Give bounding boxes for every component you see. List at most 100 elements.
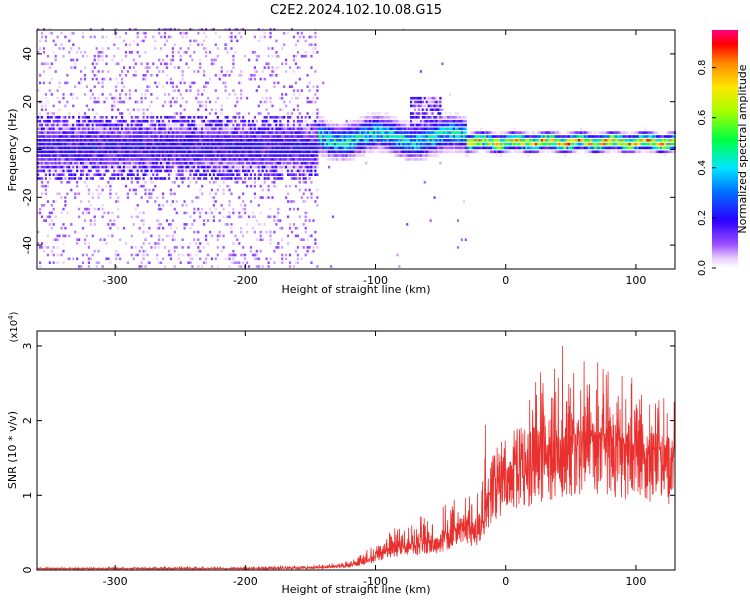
heatmap-cell xyxy=(50,139,53,142)
heatmap-cell xyxy=(249,173,253,176)
heatmap-cell xyxy=(156,165,159,169)
heatmap-cell xyxy=(488,146,491,150)
heatmap-cell xyxy=(109,135,112,138)
heatmap-cell xyxy=(210,127,213,131)
heatmap-cell xyxy=(165,150,169,154)
heatmap-cell xyxy=(99,142,102,146)
heatmap-cell xyxy=(337,127,340,131)
heatmap-cell xyxy=(273,127,276,131)
heatmap-cell xyxy=(255,253,258,257)
heatmap-cell xyxy=(357,127,360,131)
heatmap-cell xyxy=(183,127,186,131)
heatmap-cell xyxy=(52,135,55,138)
heatmap-cell xyxy=(189,116,192,119)
heatmap-cell xyxy=(294,135,297,138)
heatmap-cell xyxy=(74,165,77,169)
heatmap-cell xyxy=(261,161,264,165)
heatmap-cell xyxy=(372,135,376,138)
heatmap-cell xyxy=(371,123,374,127)
heatmap-cell xyxy=(183,119,186,123)
heatmap-cell xyxy=(316,135,319,138)
heatmap-cell xyxy=(87,135,90,138)
heatmap-cell xyxy=(167,234,171,238)
heatmap-cell xyxy=(201,123,204,127)
heatmap-cell xyxy=(642,139,645,142)
heatmap-cell xyxy=(294,146,297,150)
heatmap-cell xyxy=(203,119,206,123)
heatmap-cell xyxy=(214,131,217,134)
heatmap-cell xyxy=(113,43,116,46)
heatmap-cell xyxy=(50,131,53,134)
heatmap-cell xyxy=(587,150,590,154)
heatmap-cell xyxy=(158,154,161,157)
heatmap-cell xyxy=(54,135,57,138)
heatmap-cell xyxy=(249,161,253,165)
heatmap-cell xyxy=(179,135,182,138)
heatmap-cell xyxy=(367,146,370,150)
heatmap-cell xyxy=(50,249,53,253)
heatmap-cell xyxy=(456,139,460,142)
heatmap-cell xyxy=(185,139,188,142)
heatmap-cell xyxy=(230,35,233,39)
heatmap-cell xyxy=(117,108,120,111)
heatmap-cell xyxy=(91,123,94,127)
heatmap-cell xyxy=(78,112,81,115)
heatmap-cell xyxy=(107,211,110,215)
heatmap-cell xyxy=(60,142,63,146)
heatmap-cell xyxy=(191,200,194,203)
heatmap-cell xyxy=(455,135,458,138)
heatmap-cell xyxy=(179,154,182,157)
heatmap-cell xyxy=(538,139,542,142)
heatmap-cell xyxy=(247,142,251,146)
heatmap-cell xyxy=(199,188,202,192)
heatmap-cell xyxy=(128,146,131,150)
heatmap-cell xyxy=(165,169,169,173)
heatmap-cell xyxy=(279,123,282,127)
heatmap-cell xyxy=(316,96,319,100)
heatmap-cell xyxy=(392,135,395,138)
heatmap-cell xyxy=(273,158,276,161)
heatmap-cell xyxy=(253,173,256,176)
heatmap-cell xyxy=(296,119,299,123)
heatmap-cell xyxy=(365,116,368,119)
heatmap-cell xyxy=(83,77,87,81)
heatmap-cell xyxy=(285,196,288,199)
heatmap-cell xyxy=(333,135,337,138)
heatmap-cell xyxy=(148,261,151,264)
heatmap-cell xyxy=(124,96,128,100)
heatmap-cell xyxy=(435,127,438,131)
heatmap-cell xyxy=(113,177,116,180)
heatmap-cell xyxy=(281,135,284,138)
heatmap-cell xyxy=(419,70,422,73)
heatmap-cell xyxy=(482,142,485,146)
heatmap-cell xyxy=(52,238,55,241)
heatmap-cell xyxy=(119,93,122,96)
heatmap-cell xyxy=(347,131,350,134)
heatmap-cell xyxy=(433,96,436,100)
heatmap-cell xyxy=(91,165,94,169)
heatmap-cell xyxy=(87,119,90,123)
heatmap-cell xyxy=(115,116,118,119)
heatmap-cell xyxy=(117,146,120,150)
heatmap-cell xyxy=(247,154,251,157)
heatmap-cell xyxy=(212,142,215,146)
heatmap-cell xyxy=(50,31,53,35)
heatmap-cell xyxy=(277,131,280,134)
heatmap-cell xyxy=(460,116,463,119)
heatmap-cell xyxy=(50,93,53,96)
heatmap-cell xyxy=(242,131,245,134)
heatmap-cell xyxy=(203,169,206,173)
heatmap-cell xyxy=(578,142,581,146)
heatmap-cell xyxy=(263,158,266,161)
heatmap-cell xyxy=(185,35,188,39)
heatmap-cell xyxy=(66,142,69,146)
heatmap-cell xyxy=(425,116,428,119)
heatmap-cell xyxy=(68,139,71,142)
heatmap-cell xyxy=(218,139,221,142)
heatmap-cell xyxy=(331,154,335,157)
heatmap-cell xyxy=(95,112,98,115)
heatmap-cell xyxy=(296,127,299,131)
heatmap-cell xyxy=(68,165,71,169)
heatmap-cell xyxy=(64,150,67,154)
heatmap-cell xyxy=(191,161,194,165)
